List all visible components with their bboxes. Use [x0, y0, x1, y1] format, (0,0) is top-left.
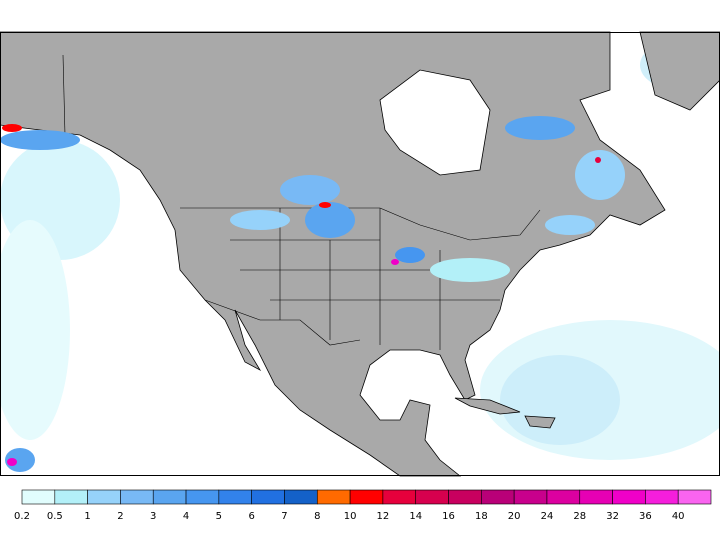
legend-swatch — [579, 489, 613, 505]
legend-label: 32 — [606, 511, 619, 522]
legend-swatch — [645, 489, 679, 505]
legend-swatch — [677, 489, 712, 505]
land — [0, 31, 666, 477]
map — [0, 31, 720, 477]
legend-label: 3 — [150, 511, 156, 522]
legend-swatch — [481, 489, 515, 505]
legend-swatch — [21, 489, 56, 505]
precip-area — [500, 355, 620, 445]
legend-label: 2 — [117, 511, 123, 522]
legend-swatch — [382, 489, 417, 505]
legend-swatch — [218, 489, 252, 505]
legend-label: 14 — [409, 511, 422, 522]
legend-swatch — [152, 489, 187, 505]
legend-swatch — [284, 489, 318, 505]
legend-label: 0.5 — [47, 511, 63, 522]
legend-swatch — [87, 489, 121, 505]
legend-label: 16 — [442, 511, 455, 522]
legend-swatch — [316, 489, 351, 505]
precip-area — [0, 220, 70, 440]
hispaniola — [524, 415, 556, 429]
legend-swatch — [54, 489, 88, 505]
hudson-bay — [379, 69, 491, 176]
legend-label: 8 — [314, 511, 320, 522]
legend-label: 18 — [475, 511, 488, 522]
legend-label: 28 — [573, 511, 586, 522]
cuba — [454, 397, 521, 415]
legend-label: 20 — [508, 511, 521, 522]
precip-cells — [0, 116, 625, 472]
legend-label: 5 — [216, 511, 222, 522]
legend: 0.2 0.5 1 2 3 4 5 6 7 8 10 12 14 16 18 20 24 28 32 36 40 — [14, 489, 712, 522]
legend-label: 36 — [639, 511, 652, 522]
legend-swatch — [513, 489, 548, 505]
legend-label: 1 — [84, 511, 90, 522]
legend-label: 6 — [248, 511, 254, 522]
legend-swatch — [349, 489, 384, 505]
legend-label: 0.2 — [14, 511, 30, 522]
legend-swatch — [185, 489, 220, 505]
legend-swatch — [251, 489, 285, 505]
legend-label: 24 — [541, 511, 554, 522]
legend-label: 12 — [377, 511, 390, 522]
legend-swatch — [612, 489, 646, 505]
legend-label: 40 — [672, 511, 685, 522]
legend-swatch — [448, 489, 482, 505]
legend-label: 4 — [183, 511, 189, 522]
legend-label: 10 — [344, 511, 357, 522]
legend-swatch — [120, 489, 154, 505]
legend-swatch — [546, 489, 581, 505]
legend-swatch — [415, 489, 449, 505]
legend-label: 7 — [281, 511, 287, 522]
